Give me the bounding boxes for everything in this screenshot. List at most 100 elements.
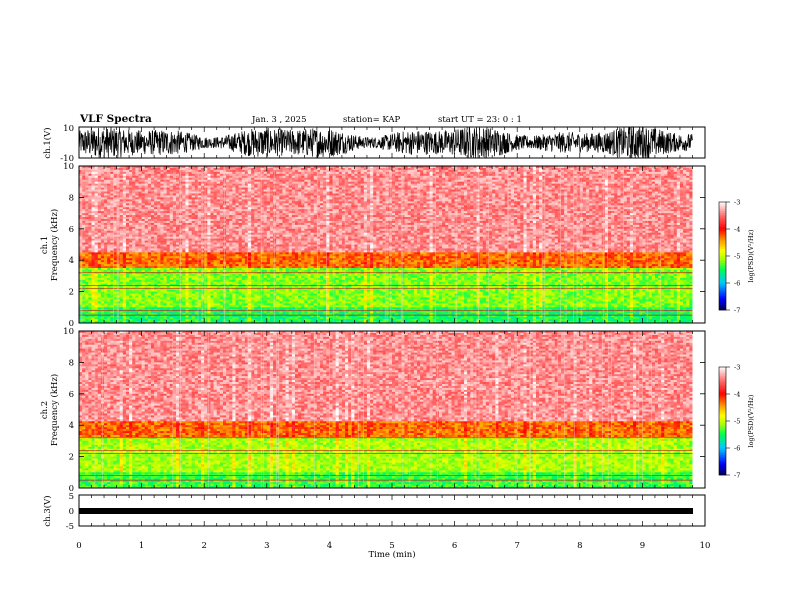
spectrogram-cell (95, 207, 98, 209)
spectrogram-cell (110, 297, 113, 299)
spectrogram-cell (85, 201, 88, 203)
spectrogram-cell (92, 274, 95, 276)
spectrogram-cell (110, 292, 113, 294)
spectrogram-cell (107, 174, 110, 176)
spectrogram-cell (110, 239, 113, 241)
spectrogram-cell (129, 282, 132, 284)
spectrogram-cell (107, 274, 110, 276)
spectrogram-cell (110, 276, 113, 278)
spectrogram-cell (101, 266, 104, 268)
spectrogram-cell (85, 250, 88, 252)
spectrogram-cell (107, 188, 110, 190)
spectrogram-cell (104, 301, 107, 303)
spectrogram-cell (92, 221, 95, 223)
spectrogram-cell (101, 172, 104, 174)
spectrogram-cell (82, 219, 85, 221)
spectrogram-cell (92, 248, 95, 250)
spectrogram-cell (88, 235, 91, 237)
spectrogram-cell (129, 168, 132, 170)
spectrogram-cell (95, 193, 98, 195)
spectrogram-cell (110, 266, 113, 268)
spectrogram-cell (110, 250, 113, 252)
spectrogram-cell (101, 205, 104, 207)
spectrogram-cell (107, 197, 110, 199)
spectrogram-cell (132, 317, 135, 319)
spectrogram-cell (110, 241, 113, 243)
spectrogram-cell (110, 184, 113, 186)
start-time-label: start UT = 23: 0 : 1 (438, 115, 522, 125)
spectrogram-cell (120, 172, 123, 174)
spectrogram-cell (123, 217, 126, 219)
spectrogram-cell (110, 231, 113, 233)
spectrogram-cell (107, 170, 110, 172)
spectrogram-cell (95, 188, 98, 190)
spectrogram-cell (107, 176, 110, 178)
spectrogram-cell (113, 229, 116, 231)
spectrogram-cell (98, 213, 101, 215)
spectrogram-cell (88, 254, 91, 256)
spectrogram-cell (120, 239, 123, 241)
spectrogram-cell (113, 270, 116, 272)
spectrogram-cell (126, 219, 129, 221)
spectrogram-cell (88, 276, 91, 278)
vlf-spectra-figure: VLF Spectra Jan. 3 , 2025 station= KAP s… (0, 0, 792, 612)
spectrogram-cell (113, 178, 116, 180)
spectrogram-cell (101, 317, 104, 319)
spectrogram-cell (95, 233, 98, 235)
spectrogram-cell (120, 168, 123, 170)
spectrogram-cell (126, 209, 129, 211)
spectrogram-cell (123, 231, 126, 233)
spectrogram-cell (85, 203, 88, 205)
spectrogram-cell (98, 296, 101, 298)
spectrogram-cell (113, 207, 116, 209)
spectrogram-cell (88, 294, 91, 296)
spectrogram-cell (132, 235, 135, 237)
spectrogram-cell (113, 305, 116, 307)
spectrogram-cell (85, 307, 88, 309)
spectrogram-cell (113, 205, 116, 207)
spectrogram-cell (104, 176, 107, 178)
spectrogram-cell (120, 294, 123, 296)
spectrogram-cell (132, 274, 135, 276)
spectrogram-cell (92, 184, 95, 186)
spectrogram-cell (98, 258, 101, 260)
spectrogram-cell (104, 201, 107, 203)
spectrogram-cell (85, 205, 88, 207)
spectrogram-cell (92, 268, 95, 270)
spectrogram-cell (101, 276, 104, 278)
spectrogram-cell (120, 219, 123, 221)
spectrogram-cell (120, 301, 123, 303)
spectrogram-cell (132, 262, 135, 264)
spectrogram-cell (98, 278, 101, 280)
spectrogram-cell (113, 176, 116, 178)
spectrogram-cell (101, 184, 104, 186)
spectrogram-cell (95, 239, 98, 241)
spectrogram-cell (104, 252, 107, 254)
spectrogram-cell (126, 262, 129, 264)
spectrogram-cell (104, 184, 107, 186)
spectrogram-cell (110, 221, 113, 223)
spectrogram-cell (101, 229, 104, 231)
spectrogram-cell (101, 178, 104, 180)
spectrogram-cell (129, 290, 132, 292)
spectrogram-cell (104, 207, 107, 209)
spectrogram-cell (113, 190, 116, 192)
spectrogram-cell (113, 294, 116, 296)
spectrogram-cell (107, 284, 110, 286)
spectrogram-cell (110, 193, 113, 195)
spectrogram-cell (129, 319, 132, 321)
spectrogram-cell (82, 203, 85, 205)
spectrogram-cell (113, 301, 116, 303)
spectrogram-cell (120, 299, 123, 301)
spectrogram-cell (104, 227, 107, 229)
spectrogram-cell (107, 186, 110, 188)
spectrogram-cell (123, 211, 126, 213)
spectrogram-cell (113, 266, 116, 268)
spectrogram-cell (92, 172, 95, 174)
spectrogram-cell (132, 174, 135, 176)
spectrogram-cell (85, 245, 88, 247)
spectrogram-cell (120, 233, 123, 235)
spectrogram-cell (92, 243, 95, 245)
spectrogram-cell (88, 221, 91, 223)
spectrogram-cell (123, 186, 126, 188)
